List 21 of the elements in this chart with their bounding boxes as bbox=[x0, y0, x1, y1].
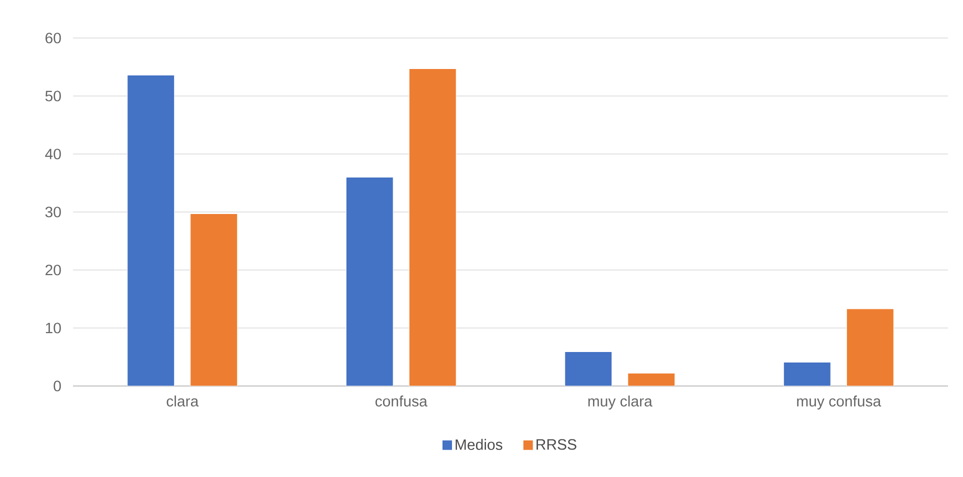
y-tick-label: 30 bbox=[45, 206, 61, 218]
bar bbox=[628, 372, 676, 386]
y-tick-label: 10 bbox=[46, 322, 61, 334]
x-tick-label: muy confusa bbox=[797, 396, 882, 410]
legend-label: Medios bbox=[456, 438, 502, 450]
y-tick-label: 20 bbox=[46, 264, 61, 276]
bar bbox=[190, 213, 238, 386]
bar bbox=[408, 68, 456, 386]
x-tick-label: clara bbox=[166, 396, 199, 407]
y-tick-label: 40 bbox=[45, 148, 61, 160]
bar bbox=[564, 352, 612, 386]
bar bbox=[846, 308, 894, 386]
bar bbox=[783, 362, 831, 386]
x-tick-label: confusa bbox=[376, 396, 428, 407]
y-tick-label: 60 bbox=[46, 32, 61, 44]
y-tick-label: 50 bbox=[45, 90, 61, 102]
x-tick-label: muy clara bbox=[588, 396, 652, 410]
legend-label: RRSS bbox=[536, 439, 576, 450]
y-tick-label: 0 bbox=[54, 380, 61, 392]
bar bbox=[127, 74, 175, 386]
bar bbox=[346, 176, 394, 386]
